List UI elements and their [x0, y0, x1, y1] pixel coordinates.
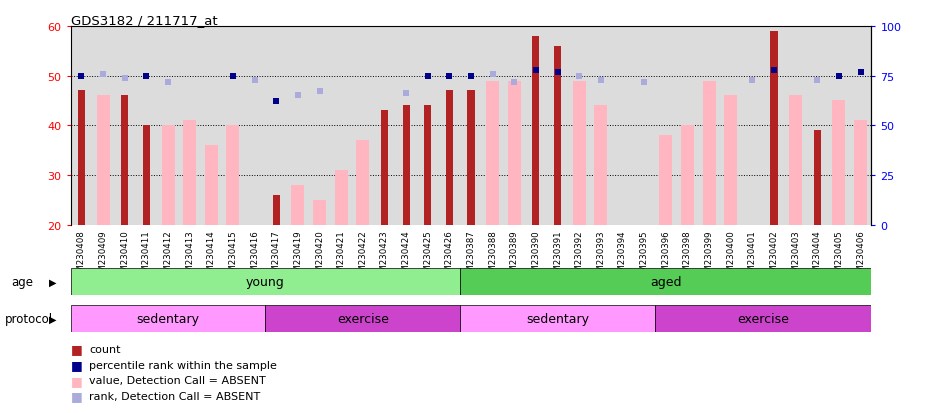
- Bar: [594, 106, 608, 225]
- Point: [463, 73, 479, 80]
- Text: percentile rank within the sample: percentile rank within the sample: [89, 360, 277, 370]
- Bar: [266, 306, 461, 332]
- Point: [745, 77, 760, 84]
- Text: ■: ■: [71, 389, 82, 403]
- Bar: [461, 306, 655, 332]
- Point: [637, 79, 652, 85]
- Point: [398, 91, 414, 97]
- Bar: [446, 91, 453, 225]
- Text: aged: aged: [650, 275, 681, 288]
- Bar: [424, 106, 431, 225]
- Text: rank, Detection Call = ABSENT: rank, Detection Call = ABSENT: [89, 391, 261, 401]
- Bar: [272, 195, 280, 225]
- Point: [767, 67, 782, 74]
- Bar: [402, 106, 410, 225]
- Bar: [313, 200, 326, 225]
- Bar: [334, 171, 348, 225]
- Text: ■: ■: [71, 374, 82, 387]
- Point: [268, 99, 284, 105]
- Bar: [508, 81, 521, 225]
- Point: [572, 73, 587, 80]
- Text: ■: ■: [71, 358, 82, 371]
- Bar: [97, 96, 109, 225]
- Point: [312, 89, 327, 95]
- Bar: [724, 96, 738, 225]
- Point: [832, 73, 847, 80]
- Bar: [532, 37, 540, 225]
- Text: sedentary: sedentary: [137, 313, 200, 325]
- Point: [247, 77, 262, 84]
- Text: young: young: [246, 275, 284, 288]
- Bar: [854, 121, 867, 225]
- Point: [485, 71, 500, 78]
- Point: [73, 73, 89, 80]
- Bar: [122, 96, 128, 225]
- Text: exercise: exercise: [337, 313, 389, 325]
- Bar: [833, 101, 845, 225]
- Bar: [573, 81, 586, 225]
- Point: [225, 73, 240, 80]
- Text: GDS3182 / 211717_at: GDS3182 / 211717_at: [71, 14, 218, 27]
- Bar: [554, 47, 561, 225]
- Bar: [71, 268, 461, 295]
- Text: protocol: protocol: [5, 313, 53, 325]
- Point: [507, 79, 522, 85]
- Point: [138, 73, 154, 80]
- Bar: [814, 131, 820, 225]
- Text: count: count: [89, 344, 121, 354]
- Bar: [183, 121, 196, 225]
- Bar: [78, 91, 85, 225]
- Bar: [659, 136, 673, 225]
- Bar: [467, 91, 475, 225]
- Bar: [356, 141, 369, 225]
- Bar: [789, 96, 802, 225]
- Bar: [291, 185, 304, 225]
- Point: [528, 67, 544, 74]
- Bar: [381, 111, 388, 225]
- Text: sedentary: sedentary: [526, 313, 589, 325]
- Bar: [655, 306, 871, 332]
- Point: [290, 93, 305, 100]
- Point: [810, 77, 825, 84]
- Bar: [771, 32, 777, 225]
- Text: ▶: ▶: [49, 314, 57, 324]
- Point: [117, 75, 132, 82]
- Bar: [204, 146, 218, 225]
- Bar: [71, 306, 266, 332]
- Bar: [143, 126, 150, 225]
- Point: [550, 69, 565, 76]
- Point: [593, 77, 609, 84]
- Bar: [461, 268, 871, 295]
- Bar: [486, 81, 499, 225]
- Text: ▶: ▶: [49, 277, 57, 287]
- Point: [160, 79, 175, 85]
- Point: [95, 71, 110, 78]
- Point: [420, 73, 435, 80]
- Bar: [226, 126, 239, 225]
- Point: [853, 69, 869, 76]
- Bar: [681, 126, 694, 225]
- Text: exercise: exercise: [738, 313, 789, 325]
- Point: [442, 73, 457, 80]
- Bar: [161, 126, 174, 225]
- Text: ■: ■: [71, 342, 82, 356]
- Text: value, Detection Call = ABSENT: value, Detection Call = ABSENT: [89, 375, 267, 385]
- Text: age: age: [11, 275, 33, 288]
- Bar: [703, 81, 716, 225]
